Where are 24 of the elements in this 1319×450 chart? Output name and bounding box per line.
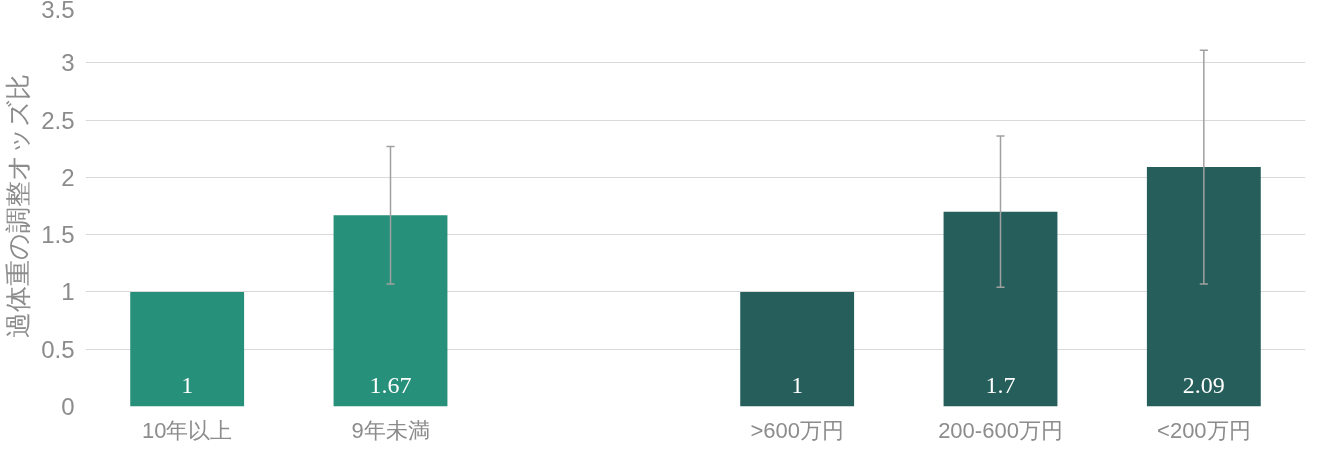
x-tick-label: 10年以上 bbox=[141, 417, 233, 443]
data-label: 1.67 bbox=[369, 371, 412, 398]
bar bbox=[943, 211, 1058, 407]
x-tick-label: <200万円 bbox=[1157, 417, 1251, 443]
bar bbox=[740, 291, 855, 407]
y-tick-label: 1.5 bbox=[41, 221, 75, 249]
y-tick-label: 1 bbox=[61, 278, 75, 306]
data-label: 1 bbox=[791, 371, 804, 398]
y-tick-label: 3.5 bbox=[41, 0, 75, 23]
x-tick-label: 200-600万円 bbox=[938, 417, 1063, 443]
x-tick-label: 9年未満 bbox=[351, 417, 430, 443]
y-tick-label: 3 bbox=[61, 49, 75, 77]
y-tick-label: 2 bbox=[61, 163, 75, 191]
data-label: 1 bbox=[181, 371, 194, 398]
y-tick-label: 0.5 bbox=[41, 335, 75, 363]
y-tick-label: 0 bbox=[61, 393, 75, 420]
bar bbox=[130, 291, 245, 407]
y-axis-title: 過体重の調整オッズ比 bbox=[3, 74, 34, 338]
bar bbox=[1146, 167, 1261, 407]
data-label: 1.7 bbox=[985, 371, 1016, 398]
data-label: 2.09 bbox=[1182, 371, 1225, 398]
x-tick-label: >600万円 bbox=[750, 417, 844, 443]
bar bbox=[333, 215, 448, 407]
y-tick-label: 2.5 bbox=[41, 106, 75, 134]
